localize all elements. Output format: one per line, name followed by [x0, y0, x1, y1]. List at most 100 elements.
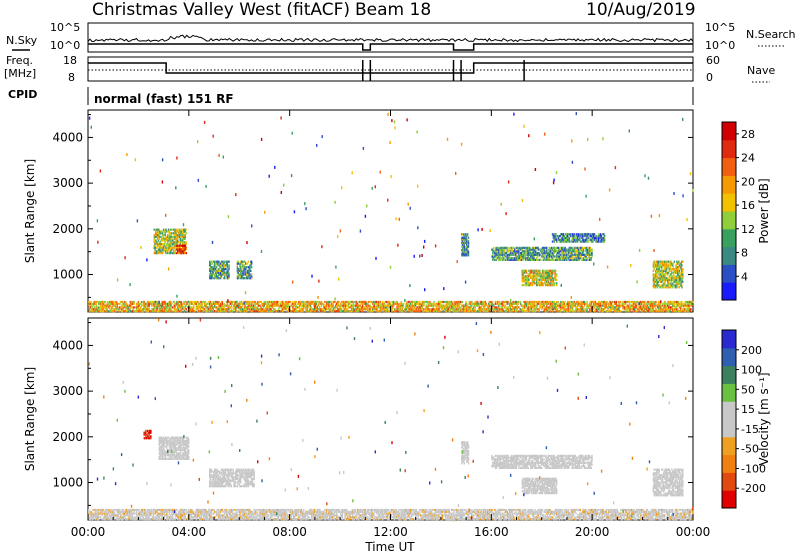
heatmap-cell — [111, 300, 113, 304]
heatmap-cell — [513, 300, 515, 304]
heatmap-cell — [578, 308, 581, 311]
heatmap-cell — [204, 310, 207, 313]
heatmap-cell — [377, 306, 379, 309]
heatmap-cell — [426, 310, 428, 313]
heatmap-cell — [584, 310, 586, 313]
heatmap-cell — [471, 304, 473, 307]
heatmap-cell — [654, 260, 656, 263]
heatmap-cell — [493, 306, 496, 309]
heatmap-cell — [478, 308, 481, 311]
heatmap-cell — [147, 302, 150, 305]
heatmap-cell — [154, 302, 156, 305]
heatmap-cell — [563, 302, 565, 305]
heatmap-cell — [309, 308, 311, 311]
heatmap-cell — [617, 308, 619, 311]
heatmap-cell — [316, 300, 318, 304]
heatmap-cell — [214, 260, 216, 263]
heatmap-cell — [377, 300, 380, 304]
heatmap-cell — [340, 304, 343, 307]
heatmap-cell — [115, 302, 118, 305]
heatmap-cell — [455, 306, 457, 309]
heatmap-cell — [287, 300, 289, 304]
heatmap-cell — [448, 302, 450, 305]
heatmap-cell — [176, 308, 178, 311]
heatmap-cell — [664, 308, 666, 311]
heatmap-cell — [539, 253, 541, 256]
heatmap-cell — [281, 306, 283, 309]
heatmap-cell — [314, 302, 317, 305]
heatmap-cell — [162, 248, 165, 251]
heatmap-cell — [523, 306, 525, 309]
heatmap-cell — [405, 306, 407, 309]
heatmap-cell — [415, 308, 418, 311]
heatmap-cell — [226, 277, 228, 280]
heatmap-cell — [451, 306, 454, 309]
heatmap-cell — [396, 308, 398, 311]
heatmap-cell — [412, 300, 414, 304]
heatmap-cell — [316, 306, 318, 309]
heatmap-cell — [201, 306, 203, 309]
heatmap-cell — [114, 302, 116, 305]
heatmap-cell — [206, 302, 208, 305]
heatmap-cell — [99, 306, 102, 309]
heatmap-cell — [521, 310, 523, 313]
heatmap-cell — [172, 250, 175, 253]
heatmap-cell — [95, 306, 97, 309]
heatmap-cell — [112, 308, 114, 311]
heatmap-cell — [526, 300, 528, 304]
heatmap-cell — [593, 302, 595, 305]
heatmap-cell — [259, 310, 261, 313]
heatmap-cell — [356, 306, 359, 309]
heatmap-cell — [174, 235, 176, 238]
heatmap-cell — [178, 246, 181, 249]
heatmap-cell — [145, 304, 147, 307]
heatmap-cell — [391, 306, 393, 309]
heatmap-cell — [312, 310, 314, 313]
heatmap-cell — [256, 308, 259, 311]
heatmap-cell — [175, 228, 177, 231]
heatmap-cell — [177, 232, 180, 235]
heatmap-cell — [527, 308, 529, 311]
heatmap-cell — [615, 302, 618, 305]
heatmap-cell — [664, 280, 666, 283]
heatmap-cell — [221, 262, 223, 265]
heatmap-cell — [597, 302, 599, 305]
heatmap-cell — [214, 266, 216, 269]
heatmap-cell — [681, 302, 683, 305]
heatmap-cell — [219, 277, 222, 280]
heatmap-cell — [427, 302, 429, 305]
heatmap-cell — [106, 310, 108, 313]
heatmap-cell — [166, 239, 168, 242]
heatmap-cell — [635, 306, 638, 309]
nsearch-label: N.Search — [746, 28, 796, 41]
heatmap-cell — [291, 310, 293, 313]
heatmap-cell — [454, 306, 456, 309]
heatmap-cell — [386, 310, 388, 313]
heatmap-cell — [657, 310, 660, 313]
heatmap-cell — [171, 243, 173, 246]
heatmap-cell — [428, 304, 430, 307]
heatmap-cell — [619, 300, 622, 304]
heatmap-cell — [640, 310, 643, 313]
heatmap-cell — [131, 302, 134, 305]
heatmap-cell — [530, 302, 532, 305]
heatmap-cell — [221, 300, 223, 304]
heatmap-cell — [228, 304, 230, 307]
heatmap-cell — [160, 239, 162, 242]
heatmap-cell — [210, 266, 213, 269]
heatmap-cell — [472, 306, 475, 309]
heatmap-cell — [336, 308, 339, 311]
heatmap-cell — [435, 308, 437, 311]
heatmap-cell — [220, 273, 223, 276]
heatmap-cell — [367, 304, 370, 307]
heatmap-cell — [217, 277, 219, 280]
heatmap-cell — [655, 302, 657, 305]
heatmap-cell — [632, 304, 634, 307]
heatmap-cell — [171, 241, 173, 244]
heatmap-cell — [129, 310, 131, 313]
heatmap-cell — [133, 306, 135, 309]
heatmap-cell — [358, 308, 360, 311]
heatmap-cell — [182, 244, 184, 247]
scatter-cell — [205, 184, 207, 188]
noise-trace — [87, 34, 694, 51]
